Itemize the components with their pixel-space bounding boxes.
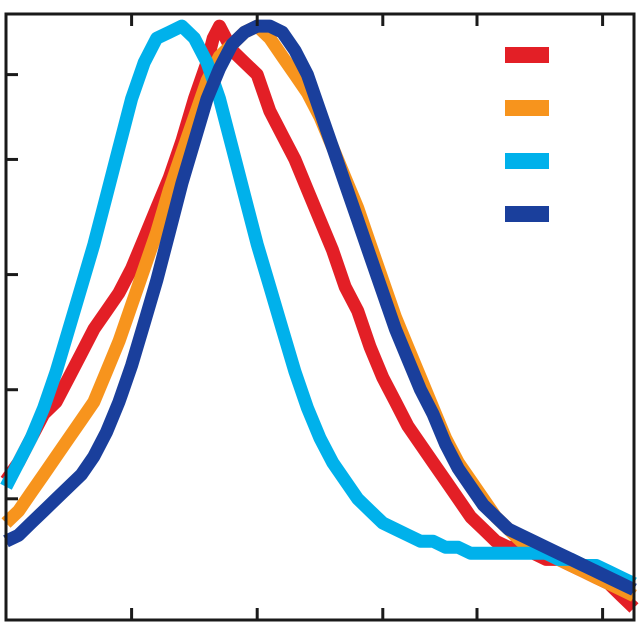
plot-frame [4, 12, 636, 622]
axes [4, 12, 636, 622]
series-line-4 [3, 19, 637, 596]
series-layer [0, 19, 639, 613]
series-line-3 [0, 19, 637, 590]
legend-swatch-3 [505, 153, 549, 169]
legend-swatch-2 [505, 100, 549, 116]
legend [505, 47, 549, 222]
legend-swatch-1 [505, 47, 549, 63]
legend-swatch-4 [505, 206, 549, 222]
